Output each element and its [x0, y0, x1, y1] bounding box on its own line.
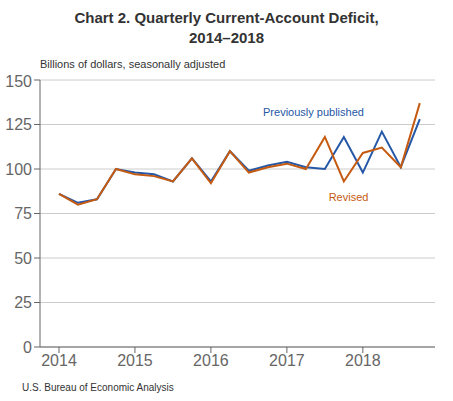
svg-text:50: 50	[14, 250, 32, 267]
svg-text:Revised: Revised	[329, 191, 369, 203]
svg-text:150: 150	[8, 73, 32, 90]
html-text:2014–2018: 2014–2018	[189, 29, 264, 46]
svg-text:2015: 2015	[117, 352, 153, 369]
html-text:Billions of dollars, seasonall: Billions of dollars, seasonally adjusted	[40, 58, 226, 70]
svg-text:2016: 2016	[193, 352, 229, 369]
svg-text:0: 0	[23, 339, 32, 356]
svg-text:25: 25	[14, 294, 32, 311]
svg-text:100: 100	[8, 161, 32, 178]
svg-text:75: 75	[14, 205, 32, 222]
svg-text:2017: 2017	[269, 352, 305, 369]
svg-text:Previously published: Previously published	[263, 106, 364, 118]
svg-text:2014: 2014	[41, 352, 77, 369]
svg-text:125: 125	[8, 116, 32, 133]
html-text:Chart 2. Quarterly Current-Acc: Chart 2. Quarterly Current-Account Defic…	[74, 9, 379, 26]
svg-text:2018: 2018	[345, 352, 381, 369]
html-text:U.S. Bureau of Economic Analys: U.S. Bureau of Economic Analysis	[22, 382, 174, 393]
